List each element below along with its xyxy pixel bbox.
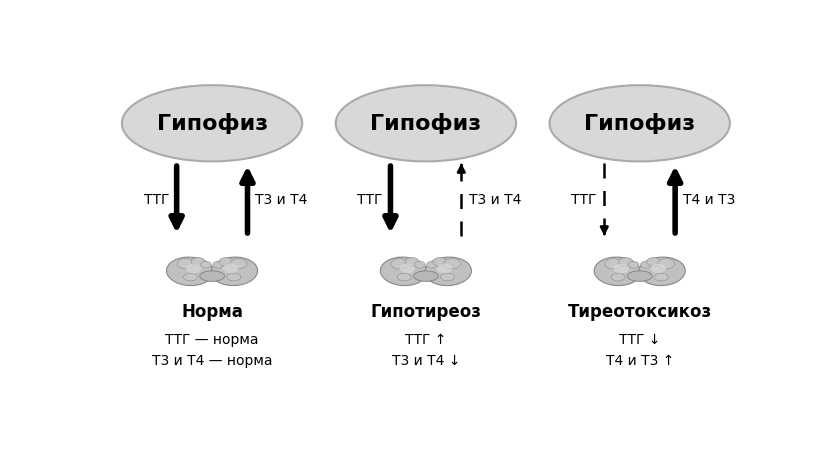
Text: Т4 и Т3: Т4 и Т3 [683, 193, 735, 207]
Ellipse shape [381, 257, 427, 286]
Ellipse shape [605, 258, 622, 269]
Text: Гипофиз: Гипофиз [156, 113, 268, 134]
Text: ТТГ: ТТГ [357, 193, 383, 207]
Ellipse shape [230, 258, 247, 269]
Text: Т4 и Т3 ↑: Т4 и Т3 ↑ [606, 354, 674, 368]
Ellipse shape [619, 257, 632, 266]
Ellipse shape [613, 264, 629, 273]
Ellipse shape [415, 261, 425, 268]
Text: Гипотиреоз: Гипотиреоз [371, 303, 481, 321]
Ellipse shape [223, 264, 238, 273]
Text: ТТГ ↓: ТТГ ↓ [619, 333, 661, 347]
Ellipse shape [227, 273, 241, 281]
Ellipse shape [184, 273, 198, 281]
Text: Норма: Норма [181, 303, 243, 321]
Ellipse shape [639, 257, 686, 286]
Ellipse shape [425, 257, 471, 286]
Ellipse shape [657, 258, 675, 269]
Ellipse shape [594, 257, 641, 286]
Ellipse shape [211, 257, 258, 286]
Text: Т3 и Т4: Т3 и Т4 [469, 193, 521, 207]
Ellipse shape [641, 261, 652, 268]
Ellipse shape [186, 264, 201, 273]
Ellipse shape [177, 258, 194, 269]
Ellipse shape [191, 257, 205, 266]
Ellipse shape [219, 257, 233, 266]
Ellipse shape [405, 257, 419, 266]
Ellipse shape [433, 257, 447, 266]
Ellipse shape [336, 85, 516, 162]
Ellipse shape [122, 85, 302, 162]
Text: Гипофиз: Гипофиз [371, 113, 481, 134]
Ellipse shape [397, 273, 411, 281]
Ellipse shape [213, 261, 224, 268]
Ellipse shape [627, 271, 652, 281]
Ellipse shape [628, 261, 639, 268]
Text: ТТГ ↑: ТТГ ↑ [406, 333, 446, 347]
Text: Т3 и Т4 — норма: Т3 и Т4 — норма [152, 354, 273, 368]
Text: Т3 и Т4: Т3 и Т4 [255, 193, 307, 207]
Ellipse shape [400, 264, 415, 273]
Ellipse shape [200, 261, 211, 268]
Ellipse shape [654, 273, 668, 281]
Ellipse shape [440, 273, 455, 281]
Ellipse shape [391, 258, 408, 269]
Ellipse shape [611, 273, 625, 281]
Ellipse shape [651, 264, 666, 273]
Text: Тиреотоксикоз: Тиреотоксикоз [568, 303, 712, 321]
Ellipse shape [414, 271, 438, 281]
Ellipse shape [549, 85, 730, 162]
Ellipse shape [437, 264, 452, 273]
Text: ТТГ — норма: ТТГ — норма [165, 333, 258, 347]
Ellipse shape [444, 258, 460, 269]
Ellipse shape [199, 271, 224, 281]
Text: Т3 и Т4 ↓: Т3 и Т4 ↓ [391, 354, 460, 368]
Text: ТТГ: ТТГ [144, 193, 169, 207]
Text: Гипофиз: Гипофиз [584, 113, 696, 134]
Ellipse shape [426, 261, 437, 268]
Ellipse shape [166, 257, 213, 286]
Text: ТТГ: ТТГ [571, 193, 597, 207]
Ellipse shape [647, 257, 661, 266]
